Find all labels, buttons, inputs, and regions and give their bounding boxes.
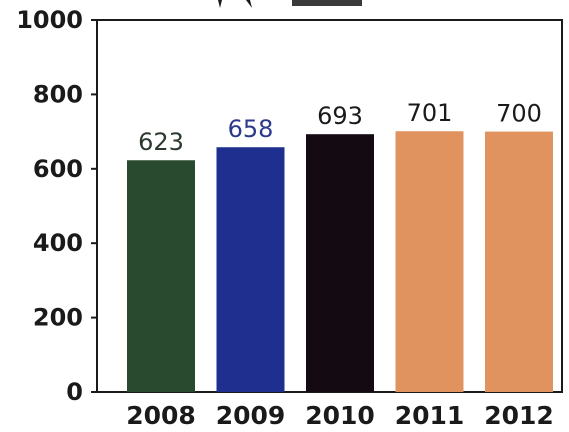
data-label-2009: 658	[228, 115, 274, 143]
y-tick-label: 200	[33, 304, 83, 332]
bar-2011	[395, 131, 464, 392]
bar-2010	[306, 134, 374, 393]
x-tick-label-2012: 2012	[484, 401, 554, 430]
title-clip-glyph	[218, 0, 222, 8]
y-tick-label: 1000	[16, 6, 83, 34]
data-label-2011: 701	[407, 99, 453, 127]
title-clip-glyph	[246, 0, 252, 8]
title-fragment	[210, 0, 362, 10]
y-tick-label: 800	[33, 80, 83, 108]
x-tick-label-2010: 2010	[305, 401, 375, 430]
data-label-2008: 623	[138, 128, 184, 156]
bar-2008	[127, 160, 195, 392]
title-clip-bar	[292, 0, 362, 6]
data-labels-group: 623 658 693 701 700	[138, 99, 542, 156]
bar-2009	[216, 147, 285, 392]
x-axis-ticks: 2008 2009 2010 2011 2012	[126, 401, 554, 430]
data-label-2010: 693	[317, 102, 363, 130]
y-tick-label: 0	[66, 378, 83, 406]
y-tick-label: 400	[33, 229, 83, 257]
bar-2012	[485, 131, 553, 392]
x-tick-label-2008: 2008	[126, 401, 196, 430]
data-label-2012: 700	[496, 100, 542, 128]
y-tick-label: 600	[33, 155, 83, 183]
y-axis-ticks: 0 200 400 600 800 1000	[16, 6, 97, 406]
bars-group	[127, 131, 553, 393]
x-tick-label-2011: 2011	[395, 401, 465, 430]
x-tick-label-2009: 2009	[216, 401, 286, 430]
